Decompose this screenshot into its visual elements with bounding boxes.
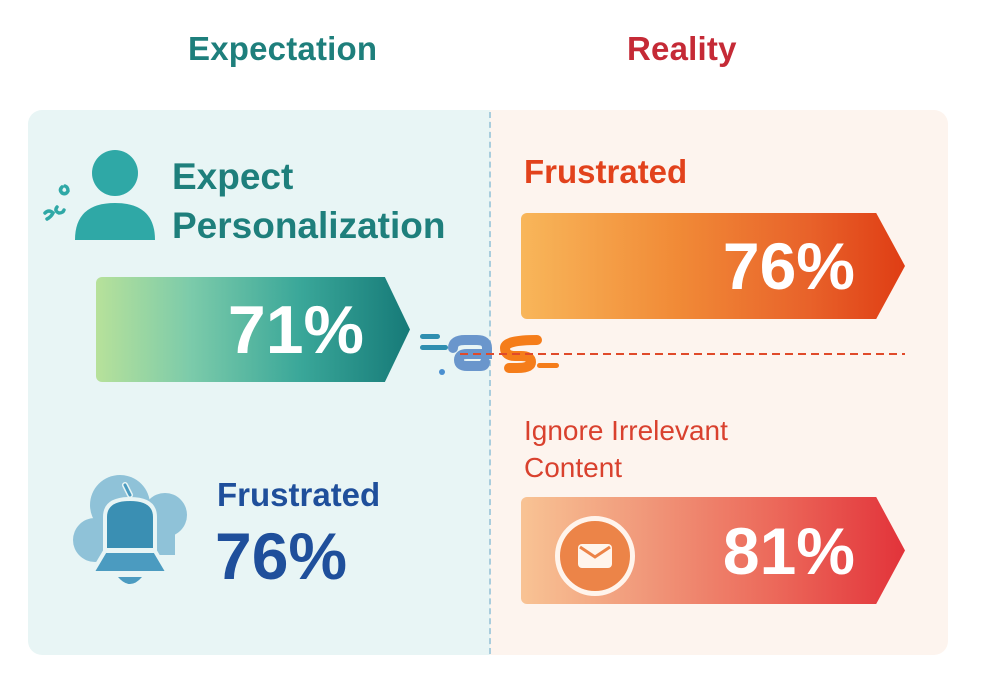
label-line-2: Personalization — [172, 205, 446, 246]
person-icon — [43, 150, 155, 240]
reality-frustrated-label: Frustrated — [524, 153, 688, 190]
panel-divider — [489, 112, 491, 654]
expect-personalization-label: Expect Personalization — [172, 152, 445, 250]
connector-link-icon — [420, 334, 905, 375]
label-line-1: Expect — [172, 156, 294, 197]
ignore-irrelevant-content-bar: 81% — [521, 497, 905, 604]
reality-frustrated-value: 76% — [722, 229, 855, 303]
reality-frustrated-bar: 76% — [521, 213, 905, 319]
expectation-heading: Expectation — [188, 30, 378, 67]
expect-personalization-bar: 71% — [96, 277, 410, 382]
ignore-irrelevant-content-label: Ignore Irrelevant Content — [524, 415, 728, 483]
expect-personalization-value: 71% — [227, 291, 364, 368]
bell-cloud-icon — [73, 475, 187, 584]
reality-heading: Reality — [627, 30, 737, 67]
expectation-frustrated-label: Frustrated — [217, 476, 381, 513]
mail-icon — [555, 516, 635, 596]
ignore-irrelevant-content-value: 81% — [722, 513, 855, 588]
expectation-frustrated-value: 76% — [215, 519, 348, 593]
